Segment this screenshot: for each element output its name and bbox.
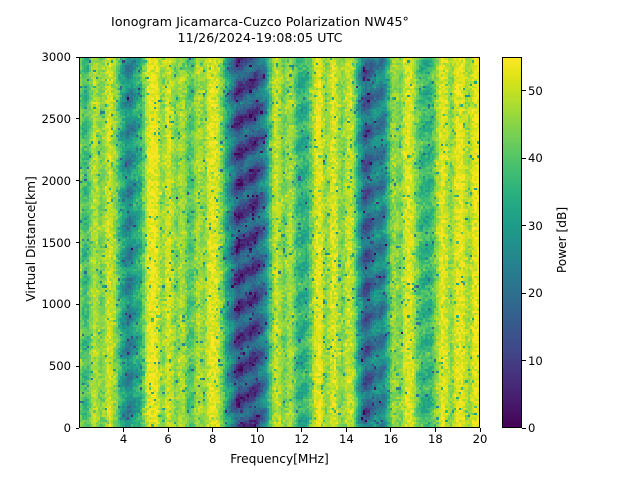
figure-title-line-1: Ionogram Jicamarca-Cuzco Polarization NW… (111, 14, 409, 29)
y-tick-label: 0 (63, 421, 71, 435)
x-tick-mark (479, 428, 481, 432)
colorbar-tick-mark (522, 225, 526, 227)
y-tick-mark (75, 365, 79, 367)
x-tick-label: 18 (428, 432, 443, 446)
x-tick-mark (390, 428, 392, 432)
x-tick-label: 8 (208, 432, 217, 446)
heatmap-plot-area (79, 57, 480, 428)
colorbar-tick-label: 30 (528, 218, 543, 233)
x-tick-label: 6 (164, 432, 172, 446)
colorbar-tick-label: 20 (528, 286, 543, 301)
ionogram-heatmap-canvas (80, 58, 479, 427)
colorbar-tick-label: 40 (528, 151, 543, 166)
colorbar-tick-mark (522, 427, 526, 429)
y-tick-mark (75, 427, 79, 429)
colorbar-gradient-canvas (503, 58, 521, 427)
x-tick-mark (212, 428, 214, 432)
y-tick-mark (75, 303, 79, 305)
x-tick-label: 20 (472, 432, 488, 446)
x-tick-mark (123, 428, 125, 432)
x-tick-mark (345, 428, 347, 432)
colorbar-tick-mark (522, 157, 526, 159)
x-tick-label: 10 (249, 432, 265, 446)
figure-title: Ionogram Jicamarca-Cuzco Polarization NW… (0, 14, 520, 45)
y-tick-label: 3000 (41, 50, 71, 64)
y-tick-label: 2500 (41, 111, 71, 126)
colorbar-tick-mark (522, 292, 526, 294)
y-tick-mark (75, 242, 79, 243)
y-tick-mark (75, 118, 79, 120)
y-tick-mark (75, 180, 79, 182)
y-tick-label: 500 (48, 359, 71, 374)
x-tick-mark (434, 428, 436, 432)
y-tick-mark (75, 56, 79, 58)
x-tick-label: 12 (294, 432, 310, 446)
colorbar-tick-mark (522, 90, 526, 92)
x-tick-label: 4 (119, 432, 128, 446)
colorbar-tick-label: 0 (528, 421, 536, 435)
colorbar-tick-label: 50 (528, 83, 543, 98)
y-tick-label: 2000 (41, 173, 71, 188)
colorbar-tick-mark (522, 360, 526, 362)
y-tick-label: 1500 (41, 235, 71, 250)
power-colorbar (502, 57, 522, 428)
x-tick-mark (256, 428, 258, 432)
x-tick-mark (167, 428, 169, 432)
colorbar-tick-label: 10 (528, 353, 543, 368)
x-axis-label: Frequency[MHz] (230, 452, 329, 466)
x-tick-label: 16 (383, 432, 399, 446)
x-tick-mark (301, 428, 303, 432)
figure-title-line-2: 11/26/2024-19:08:05 UTC (177, 29, 343, 45)
x-tick-label: 14 (338, 432, 354, 446)
y-tick-label: 1000 (41, 297, 71, 312)
